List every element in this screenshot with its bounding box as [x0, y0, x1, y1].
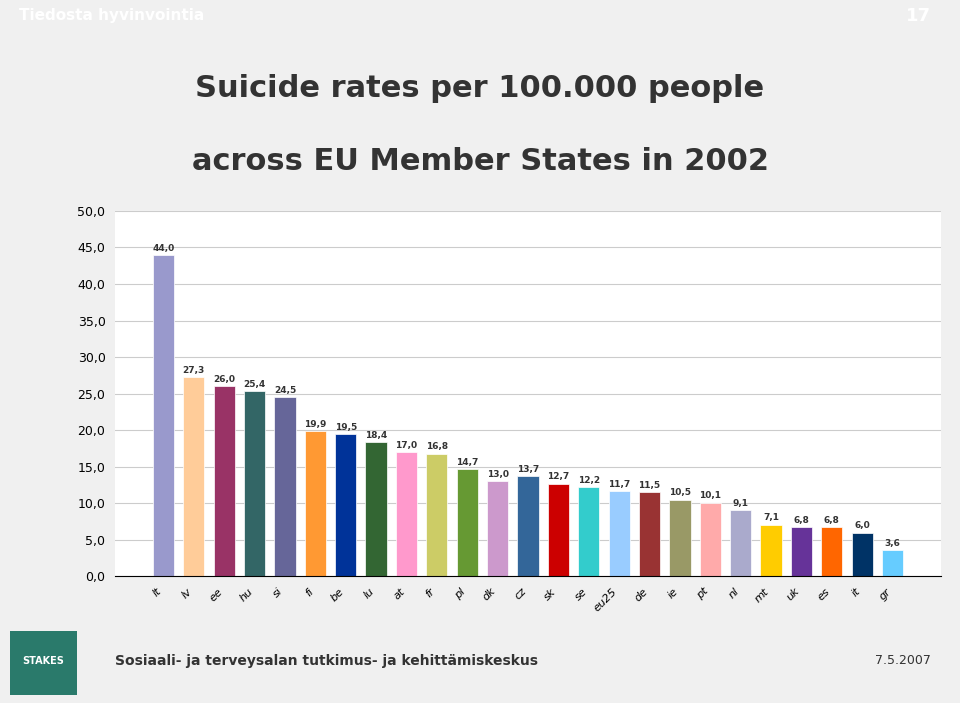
Bar	[487, 482, 508, 576]
Text: 6,8: 6,8	[794, 515, 809, 524]
Text: 27,3: 27,3	[182, 366, 204, 375]
Text: 16,8: 16,8	[426, 442, 448, 451]
Text: across EU Member States in 2002: across EU Member States in 2002	[191, 147, 769, 176]
Text: 12,2: 12,2	[578, 476, 600, 485]
Text: 11,5: 11,5	[638, 481, 660, 490]
Bar	[882, 550, 903, 576]
Bar	[275, 397, 296, 576]
Bar	[366, 442, 387, 576]
Bar	[183, 377, 204, 576]
Bar	[244, 391, 265, 576]
Text: Suicide rates per 100.000 people: Suicide rates per 100.000 people	[196, 74, 764, 103]
Bar	[730, 510, 752, 576]
Bar	[700, 503, 721, 576]
Bar	[517, 477, 539, 576]
Bar	[609, 491, 630, 576]
Text: 10,5: 10,5	[669, 489, 691, 498]
Bar	[791, 527, 812, 576]
Bar	[304, 431, 326, 576]
Bar	[852, 533, 873, 576]
Text: 14,7: 14,7	[456, 458, 478, 467]
Text: 19,5: 19,5	[334, 423, 357, 432]
Bar	[396, 452, 417, 576]
Text: 7,1: 7,1	[763, 513, 780, 522]
Text: 44,0: 44,0	[153, 243, 175, 252]
Text: 13,0: 13,0	[487, 470, 509, 479]
Bar	[669, 500, 690, 576]
Text: 10,1: 10,1	[699, 491, 721, 501]
Bar	[457, 469, 478, 576]
Text: 11,7: 11,7	[608, 479, 631, 489]
Bar	[335, 434, 356, 576]
Text: Tiedosta hyvinvointia: Tiedosta hyvinvointia	[19, 8, 204, 23]
Bar	[153, 254, 174, 576]
Text: 9,1: 9,1	[732, 498, 749, 508]
Text: 12,7: 12,7	[547, 472, 569, 482]
Bar	[10, 631, 77, 695]
Text: 18,4: 18,4	[365, 431, 387, 440]
Bar	[548, 484, 569, 576]
Text: 17: 17	[906, 7, 931, 25]
Text: 17,0: 17,0	[396, 441, 418, 450]
Bar	[213, 387, 235, 576]
Text: 24,5: 24,5	[274, 386, 296, 395]
Text: 26,0: 26,0	[213, 375, 235, 384]
Bar	[639, 492, 660, 576]
Text: 7.5.2007: 7.5.2007	[876, 654, 931, 667]
Text: Sosiaali- ja terveysalan tutkimus- ja kehittämiskeskus: Sosiaali- ja terveysalan tutkimus- ja ke…	[115, 654, 539, 668]
Text: 13,7: 13,7	[516, 465, 540, 474]
Text: 19,9: 19,9	[304, 420, 326, 429]
Bar	[821, 527, 843, 576]
Text: 25,4: 25,4	[244, 380, 266, 389]
Text: 3,6: 3,6	[885, 539, 900, 548]
Bar	[578, 487, 599, 576]
Text: 6,8: 6,8	[824, 515, 840, 524]
Text: STAKES: STAKES	[22, 656, 64, 666]
Bar	[426, 453, 447, 576]
Bar	[760, 524, 781, 576]
Text: 6,0: 6,0	[854, 522, 870, 530]
